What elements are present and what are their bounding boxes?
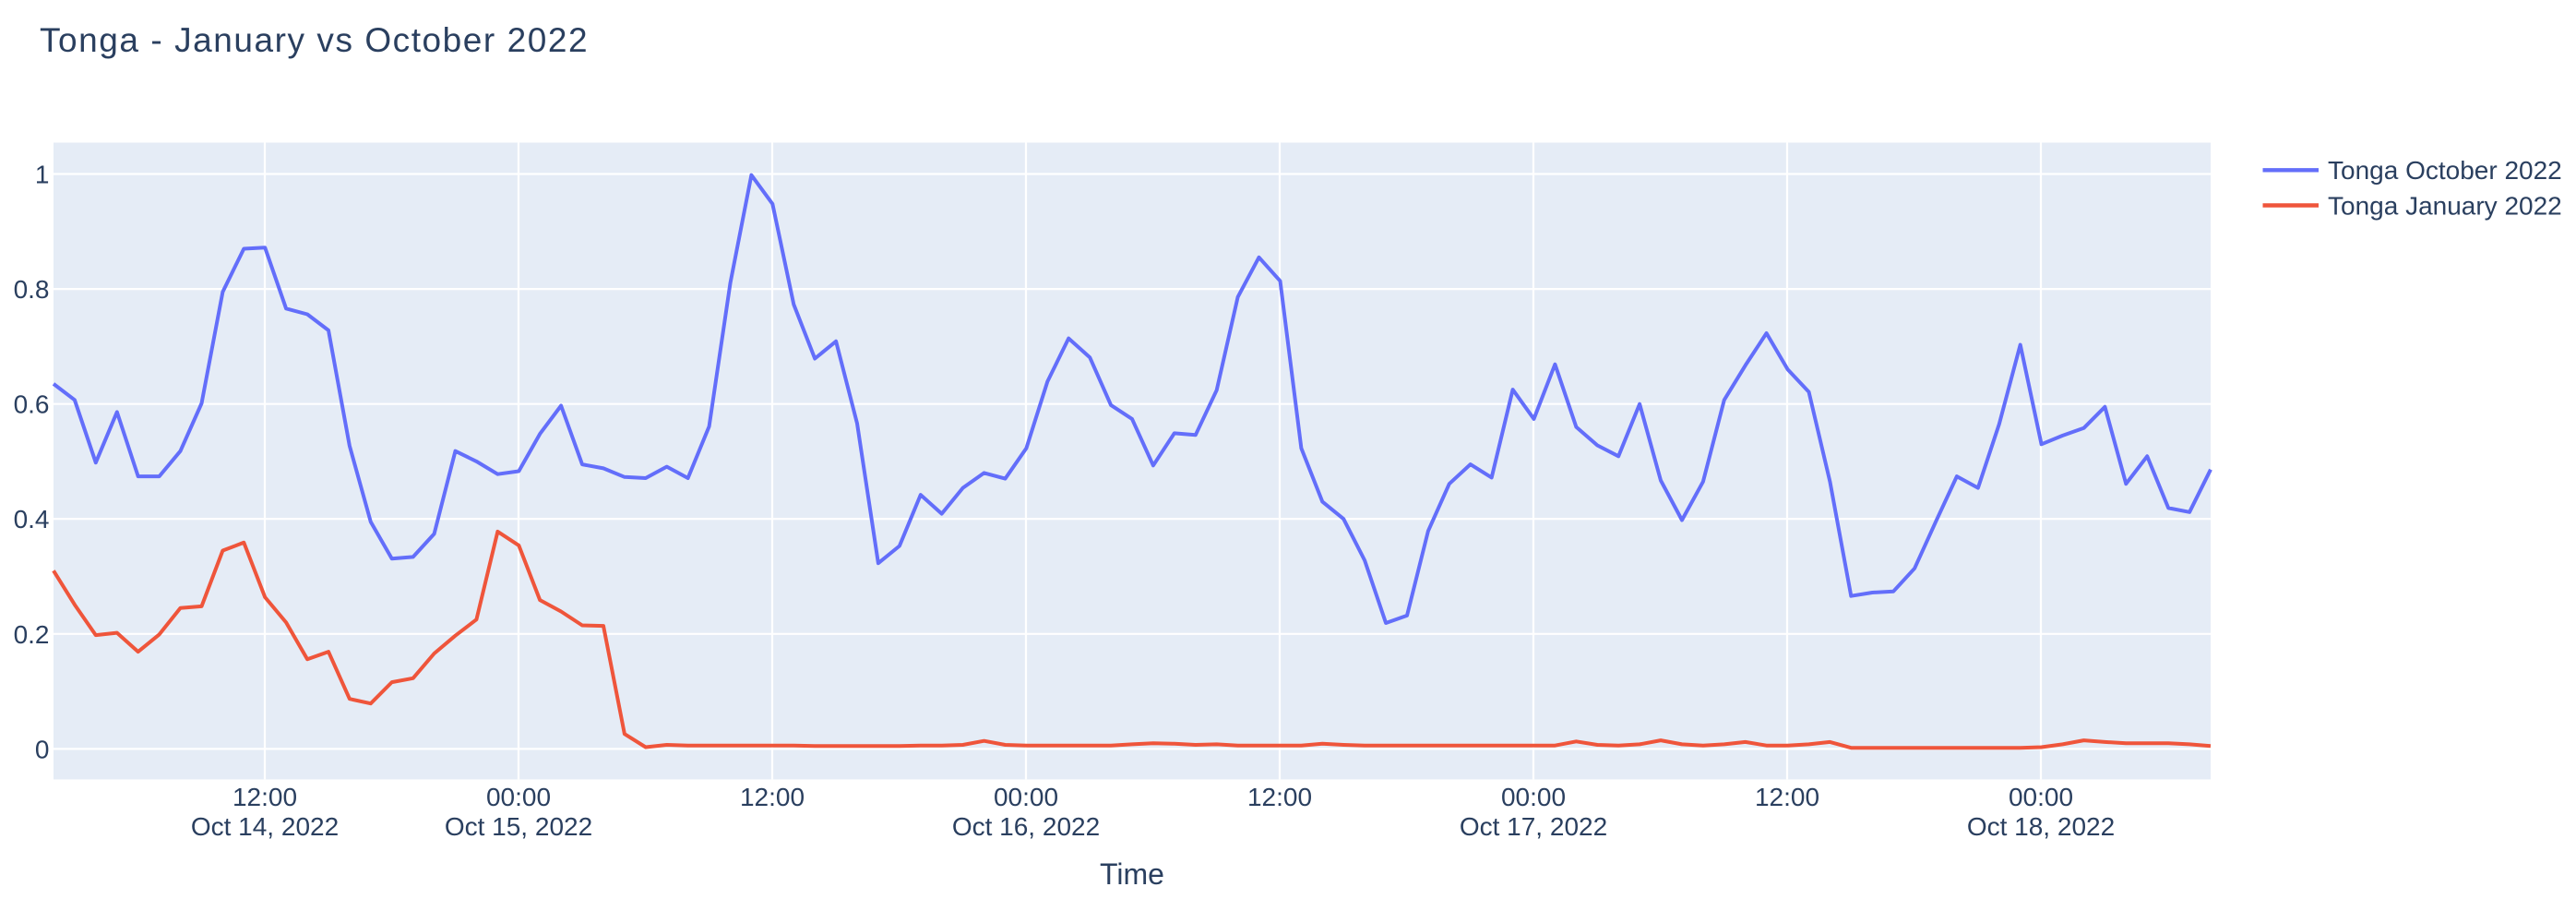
svg-text:12:00: 12:00 [1755,783,1819,811]
svg-text:Time: Time [1100,857,1164,891]
svg-text:Tonga October 2022: Tonga October 2022 [2328,156,2562,185]
svg-text:Tonga - January vs October 202: Tonga - January vs October 2022 [40,21,589,59]
svg-text:1: 1 [35,161,50,189]
svg-text:Oct 14, 2022: Oct 14, 2022 [191,812,339,841]
svg-text:0.4: 0.4 [14,505,50,533]
svg-text:Oct 16, 2022: Oct 16, 2022 [952,812,1100,841]
svg-text:12:00: 12:00 [1247,783,1312,811]
svg-text:Oct 17, 2022: Oct 17, 2022 [1460,812,1607,841]
svg-text:0: 0 [35,735,50,763]
svg-text:0.2: 0.2 [14,620,50,649]
svg-text:00:00: 00:00 [486,783,551,811]
svg-text:00:00: 00:00 [994,783,1058,811]
svg-text:Oct 15, 2022: Oct 15, 2022 [445,812,592,841]
svg-text:Oct 18, 2022: Oct 18, 2022 [1967,812,2115,841]
svg-text:12:00: 12:00 [233,783,297,811]
svg-text:00:00: 00:00 [2009,783,2073,811]
svg-text:12:00: 12:00 [740,783,805,811]
svg-text:0.8: 0.8 [14,275,50,304]
svg-text:00:00: 00:00 [1501,783,1566,811]
svg-text:0.6: 0.6 [14,390,50,419]
svg-text:Tonga January 2022: Tonga January 2022 [2328,192,2562,221]
